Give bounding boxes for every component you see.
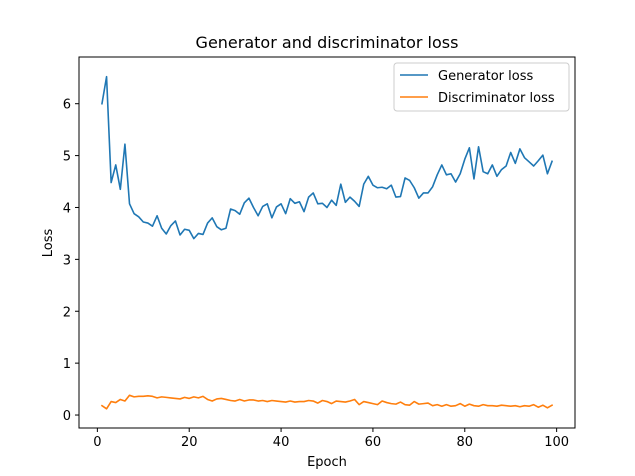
plot-area — [100, 75, 554, 410]
x-axis: 0 20 40 60 80 100 — [93, 428, 569, 450]
x-tick-label: 100 — [544, 435, 569, 450]
legend-label: Discriminator loss — [438, 91, 555, 106]
y-tick-label: 5 — [63, 150, 71, 165]
y-tick-label: 3 — [63, 253, 71, 268]
plot-frame — [78, 56, 576, 429]
series-line-discriminator — [100, 394, 554, 410]
x-tick-label: 40 — [273, 435, 290, 450]
series-line-generator — [101, 75, 554, 240]
y-tick-label: 2 — [63, 305, 71, 320]
y-tick-label: 0 — [63, 409, 71, 424]
x-tick-label: 60 — [365, 435, 382, 450]
y-axis: 0 1 2 3 4 5 6 — [63, 98, 79, 424]
y-axis-label: Loss — [41, 229, 56, 258]
x-tick-label: 0 — [93, 435, 101, 450]
y-tick-label: 1 — [63, 357, 71, 372]
x-tick-label: 80 — [457, 435, 474, 450]
legend: Generator loss Discriminator loss — [393, 62, 570, 112]
legend-label: Generator loss — [438, 69, 533, 84]
y-tick-label: 4 — [63, 201, 71, 216]
y-tick-label: 6 — [63, 98, 71, 113]
x-tick-label: 20 — [181, 435, 198, 450]
chart-title: Generator and discriminator loss — [196, 33, 459, 52]
legend-box — [393, 62, 570, 112]
x-axis-label: Epoch — [307, 455, 347, 470]
